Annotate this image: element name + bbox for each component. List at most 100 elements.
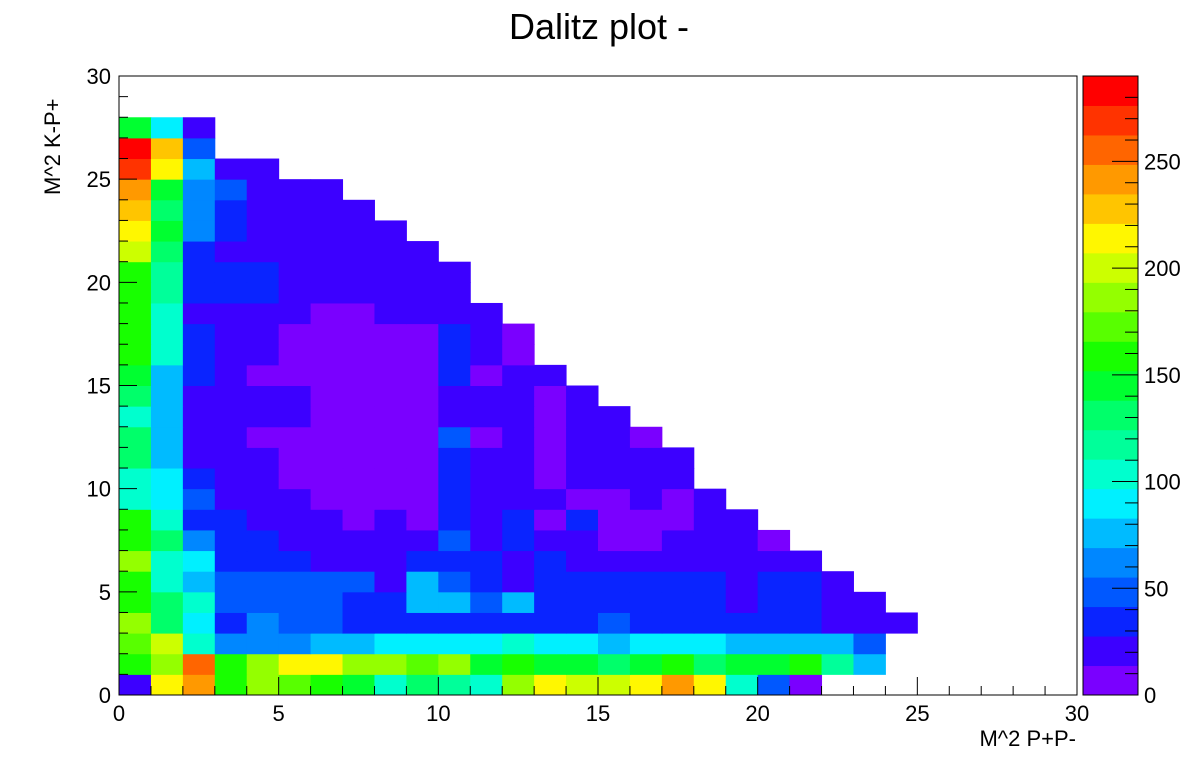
heatmap-cell — [725, 674, 759, 696]
palette-band — [1083, 164, 1138, 195]
heatmap-cell — [725, 529, 759, 552]
palette-band — [1083, 665, 1138, 696]
heatmap-cell — [438, 488, 471, 510]
heatmap-cell — [598, 468, 631, 490]
heatmap-cell — [502, 364, 535, 386]
heatmap-cell — [310, 509, 344, 531]
heatmap-cell — [342, 550, 375, 572]
palette-band — [1083, 459, 1138, 490]
heatmap-cell — [182, 282, 216, 304]
heatmap-cell — [119, 406, 152, 428]
heatmap-cell — [725, 633, 759, 655]
heatmap-cell — [278, 633, 312, 655]
heatmap-cell — [310, 364, 344, 386]
heatmap-cell — [150, 261, 184, 283]
heatmap-cell — [119, 447, 152, 469]
heatmap-cell — [629, 468, 663, 490]
heatmap-cell — [310, 282, 344, 304]
heatmap-cell — [119, 488, 152, 510]
heatmap-cell — [150, 529, 184, 552]
heatmap-cell — [150, 653, 184, 675]
heatmap-cell — [214, 426, 248, 448]
heatmap-cell — [182, 199, 216, 221]
heatmap-cell — [214, 612, 248, 634]
heatmap-cell — [150, 344, 184, 366]
heatmap-cell — [310, 468, 344, 490]
heatmap-cell — [470, 364, 503, 386]
heatmap-cell — [214, 323, 248, 345]
heatmap-cell — [342, 261, 375, 283]
heatmap-cell — [278, 509, 312, 531]
heatmap-cell — [342, 612, 375, 634]
heatmap-cell — [119, 158, 152, 180]
heatmap-cell — [661, 488, 695, 510]
palette-band — [1083, 488, 1138, 519]
z-tick-label: 250 — [1144, 149, 1181, 174]
heatmap-cell — [278, 591, 312, 613]
heatmap-cell — [502, 674, 535, 696]
heatmap-cell — [246, 158, 280, 180]
heatmap-cell — [598, 653, 631, 675]
heatmap-cell — [566, 633, 599, 655]
heatmap-cell — [470, 488, 503, 510]
heatmap-cell — [278, 674, 312, 696]
heatmap-cell — [214, 179, 248, 201]
heatmap-cell — [598, 488, 631, 510]
heatmap-cell — [119, 426, 152, 448]
heatmap-cell — [150, 385, 184, 407]
heatmap-cell — [470, 323, 503, 345]
heatmap-cell — [502, 509, 535, 531]
heatmap-cell — [246, 488, 280, 510]
heatmap-cell — [310, 323, 344, 345]
heatmap-cell — [534, 468, 567, 490]
heatmap-cell — [853, 653, 886, 675]
heatmap-cell — [821, 591, 854, 613]
heatmap-cell — [757, 571, 791, 593]
heatmap-cell — [119, 344, 152, 366]
z-axis: 0 50 100 150 200 250 — [1112, 75, 1181, 708]
heatmap-cell — [182, 344, 216, 366]
heatmap-cell — [246, 385, 280, 407]
y-tick-label: 10 — [87, 477, 111, 502]
heatmap-cell — [278, 571, 312, 593]
heatmap-cell — [789, 550, 823, 572]
heatmap-cell — [598, 591, 631, 613]
heatmap-cell — [374, 241, 407, 263]
heatmap-cell — [566, 468, 599, 490]
heatmap-cell — [629, 591, 663, 613]
heatmap-cell — [661, 468, 695, 490]
heatmap-cell — [246, 406, 280, 428]
heatmap-cell — [757, 633, 791, 655]
heatmap-cell — [406, 364, 439, 386]
heatmap-cell — [150, 509, 184, 531]
heatmap-cell — [661, 653, 695, 675]
heatmap-cell — [182, 302, 216, 325]
heatmap-cell — [629, 633, 663, 655]
heatmap-cell — [182, 137, 216, 160]
heatmap-cells — [119, 117, 918, 696]
heatmap-cell — [374, 509, 407, 531]
heatmap-cell — [629, 426, 663, 448]
heatmap-cell — [246, 364, 280, 386]
heatmap-cell — [182, 468, 216, 490]
heatmap-cell — [502, 653, 535, 675]
heatmap-cell — [278, 241, 312, 263]
heatmap-cell — [310, 426, 344, 448]
heatmap-cell — [246, 302, 280, 325]
heatmap-cell — [789, 674, 823, 696]
heatmap-cell — [182, 653, 216, 675]
z-tick-label: 200 — [1144, 256, 1181, 281]
heatmap-cell — [214, 282, 248, 304]
palette-band — [1083, 76, 1138, 106]
heatmap-cell — [470, 509, 503, 531]
heatmap-cell — [438, 302, 471, 325]
heatmap-cell — [853, 633, 886, 655]
heatmap-cell — [534, 509, 567, 531]
heatmap-cell — [757, 612, 791, 634]
heatmap-cell — [406, 241, 439, 263]
heatmap-cell — [310, 633, 344, 655]
heatmap-cell — [725, 571, 759, 593]
x-tick-label: 10 — [426, 701, 450, 726]
heatmap-cell — [278, 199, 312, 221]
heatmap-cell — [278, 447, 312, 469]
